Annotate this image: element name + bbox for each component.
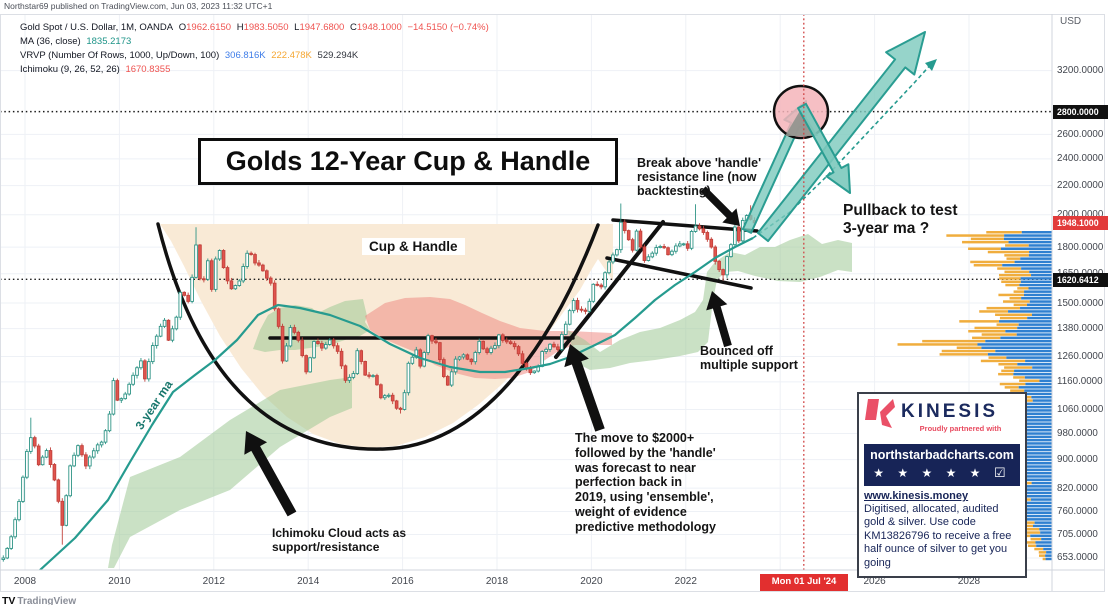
price-badge-1620.6412: 1620.6412 — [1053, 272, 1108, 287]
time-tick-label-2014: 2014 — [297, 576, 320, 587]
symbol-title: Gold Spot / U.S. Dollar, 1M, OANDA — [20, 22, 174, 33]
price-tick-label: 2400.0000 — [1057, 153, 1104, 165]
price-tick-label: 3200.0000 — [1057, 65, 1104, 77]
break-above-annotation: Break above 'handle' resistance line (no… — [637, 156, 762, 198]
time-tick-label-2018: 2018 — [485, 576, 509, 587]
vrvp-total-value: 529.294K — [317, 50, 359, 61]
vrvp-indicator-label: VRVP (Number Of Rows, 1000, Up/Down, 100… — [20, 50, 220, 61]
ichimoku-indicator-label: Ichimoku (9, 26, 52, 26) — [20, 64, 120, 75]
tradingview-logo-icon: TV — [2, 595, 16, 605]
ohlc-high-label: H — [236, 22, 244, 33]
star-rating-row: ★ ★ ★ ★ ★ ☑ — [866, 465, 1018, 481]
ohlc-open-value: 1962.6150 — [186, 22, 232, 33]
tradingview-logo-text: TradingView — [17, 596, 77, 605]
time-tick-label-2016: 2016 — [391, 576, 414, 587]
ichimoku-cloud-annotation: Ichimoku Cloud acts as support/resistanc… — [272, 526, 407, 554]
price-tick-label: 1800.0000 — [1057, 241, 1104, 253]
time-tick-label-2012: 2012 — [202, 576, 225, 587]
vrvp-up-value: 306.816K — [224, 50, 266, 61]
northstarbadcharts-banner: northstarbadcharts.com ★ ★ ★ ★ ★ ☑ — [864, 444, 1020, 486]
price-tick-label: 1500.0000 — [1057, 297, 1104, 309]
kinesis-logo-icon — [864, 398, 896, 441]
price-tick-label: 2000.0000 — [1057, 209, 1104, 221]
legend-vrvp-row[interactable]: VRVP (Number Of Rows, 1000, Up/Down, 100… — [20, 49, 489, 63]
tradingview-logo[interactable]: TV TradingView — [2, 595, 76, 605]
ohlc-high-value: 1983.5050 — [243, 22, 289, 33]
site-name-text: northstarbadcharts.com — [870, 448, 1014, 462]
legend-ma-row[interactable]: MA (36, close) 1835.2173 — [20, 35, 489, 49]
time-tick-label-2028: 2028 — [957, 576, 981, 587]
partner-note-text: Proudly partnered with — [919, 424, 1002, 433]
legend-symbol-row[interactable]: Gold Spot / U.S. Dollar, 1M, OANDA O1962… — [20, 21, 489, 35]
ad-body-text: Digitised, allocated, audited gold & sil… — [864, 503, 1012, 569]
price-tick-label: 1380.0000 — [1057, 323, 1104, 335]
time-tick-label-2026: 2026 — [863, 576, 886, 587]
time-tick-label-2022: 2022 — [674, 576, 697, 587]
ohlc-close-label: C — [350, 22, 357, 33]
time-tick-label-2008: 2008 — [13, 576, 37, 587]
ichimoku-indicator-value: 1670.8355 — [125, 64, 171, 75]
star-icons: ★ ★ ★ ★ ★ — [873, 466, 986, 480]
price-tick-label: 980.0000 — [1057, 428, 1098, 439]
bounced-support-annotation: Bounced off multiple support — [700, 344, 798, 373]
kinesis-ad-panel[interactable]: KINESIS Proudly partnered with northstar… — [857, 392, 1027, 579]
forecast-annotation: The move to $2000+ followed by the 'hand… — [575, 431, 716, 534]
time-tick-label-2020: 2020 — [580, 576, 603, 587]
checkbox-icon: ☑ — [985, 465, 1011, 480]
attribution-text: Northstar69 published on TradingView.com… — [4, 1, 273, 11]
price-tick-label: 2600.0000 — [1057, 128, 1104, 140]
time-axis-date-badge: Mon 01 Jul '24 — [760, 574, 848, 591]
price-tick-label: 653.0000 — [1057, 552, 1098, 564]
ma-indicator-label: MA (36, close) — [20, 36, 81, 47]
price-tick-label: 1160.0000 — [1057, 376, 1103, 388]
time-tick-label-2010: 2010 — [108, 576, 131, 587]
ohlc-open-label: O — [178, 22, 187, 33]
price-axis-currency-label: USD — [1060, 16, 1082, 27]
pullback-annotation: Pullback to test 3-year ma ? — [843, 202, 958, 237]
price-tick-label: 760.0000 — [1057, 505, 1098, 517]
vrvp-down-value: 222.478K — [271, 50, 312, 61]
ohlc-close-value: 1948.1000 — [356, 22, 402, 33]
ma-indicator-value: 1835.2173 — [86, 36, 132, 47]
price-tick-label: 705.0000 — [1057, 528, 1098, 540]
legend-ichimoku-row[interactable]: Ichimoku (9, 26, 52, 26) 1670.8355 — [20, 63, 489, 77]
price-tick-label: 900.0000 — [1057, 454, 1098, 466]
indicator-legend[interactable]: Gold Spot / U.S. Dollar, 1M, OANDA O1962… — [20, 21, 489, 77]
kinesis-brand-text: KINESIS — [901, 401, 999, 422]
ohlc-low-label: L — [294, 22, 300, 33]
chart-title-box: Golds 12-Year Cup & Handle — [198, 138, 618, 185]
price-tick-label: 1060.0000 — [1057, 403, 1104, 415]
price-tick-label: 820.0000 — [1057, 482, 1098, 494]
kinesis-link[interactable]: www.kinesis.money — [864, 490, 969, 502]
change-value: −14.5150 (−0.74%) — [407, 22, 489, 33]
price-badge-2800.0000: 2800.0000 — [1053, 105, 1108, 120]
cup-and-handle-label: Cup & Handle — [362, 238, 465, 255]
price-badge-1948.1000: 1948.1000 — [1053, 216, 1108, 231]
price-tick-label: 1260.0000 — [1057, 350, 1104, 362]
ohlc-low-value: 1947.6800 — [299, 22, 345, 33]
price-tick-label: 2200.0000 — [1057, 180, 1104, 192]
